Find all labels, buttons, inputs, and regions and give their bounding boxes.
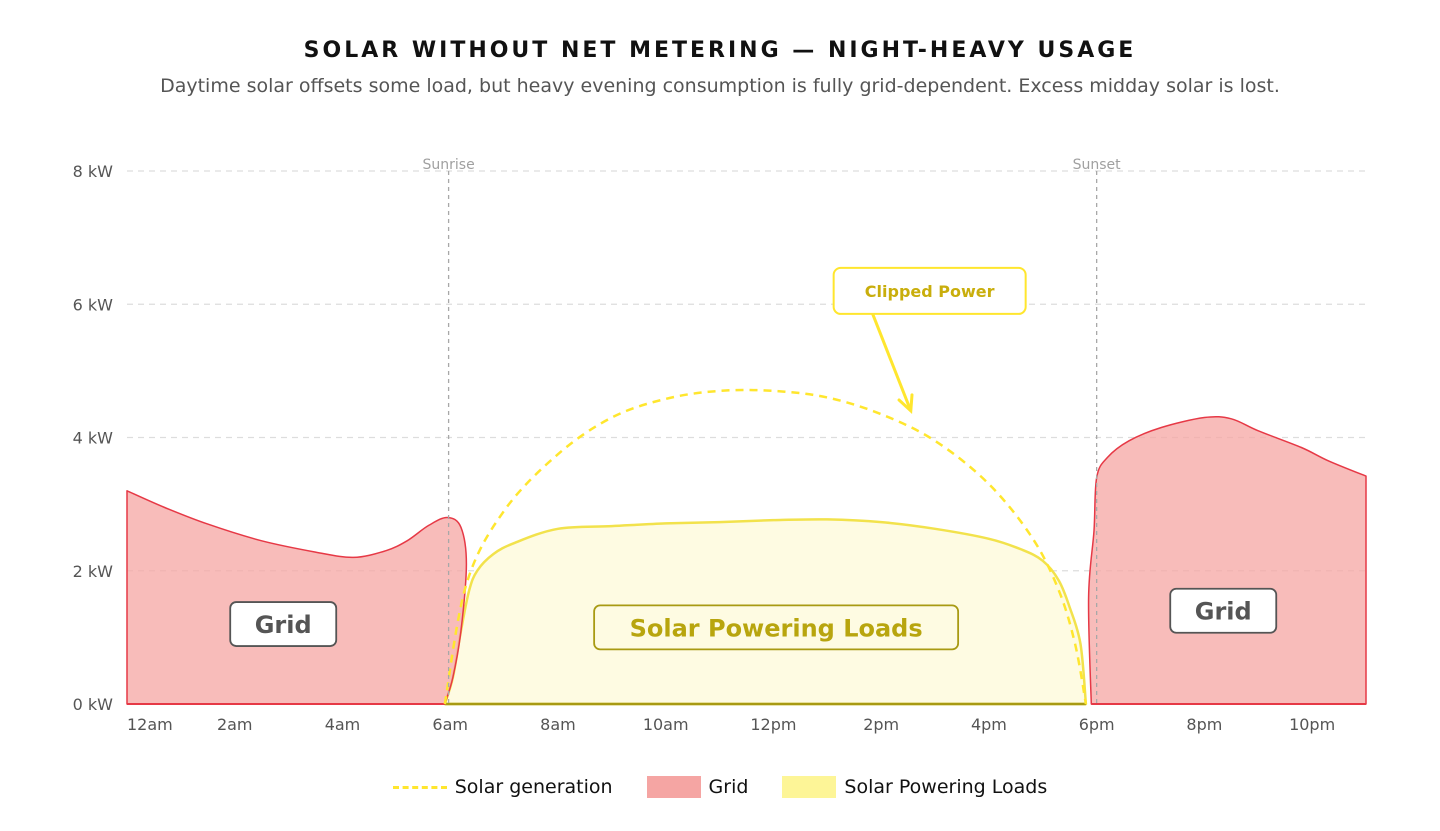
grid-label-left-box: [229, 601, 338, 647]
time-marker-label: Sunset: [1073, 157, 1122, 173]
solar-generation-line: [443, 388, 1088, 705]
legend: Solar generation Grid Solar Powering Loa…: [0, 776, 1440, 798]
x-tick-label: 6pm: [1079, 715, 1115, 734]
grid-area: [1087, 415, 1367, 705]
x-tick-label: 2pm: [863, 715, 899, 734]
clipped-power-label: Clipped Power: [865, 282, 995, 301]
y-tick-label: 0 kW: [73, 695, 114, 714]
clipped-power-box: [832, 266, 1027, 315]
x-tick-label: 4am: [325, 715, 361, 734]
solar-powering-loads-area: [443, 518, 1088, 706]
grid-label-right-box: [1169, 587, 1278, 634]
solar-generation-swatch: [392, 785, 447, 789]
x-tick-label: 8pm: [1186, 715, 1222, 734]
legend-item-grid: Grid: [646, 776, 749, 798]
legend-item-solar-powering-loads: Solar Powering Loads: [782, 776, 1047, 798]
grid-area: [126, 490, 468, 705]
x-tick-label: 12am: [127, 715, 173, 734]
grid-swatch: [646, 776, 701, 798]
x-tick-label: 10pm: [1289, 715, 1335, 734]
clipped-power-arrowhead: [897, 393, 914, 415]
chart-area: Sunrise Sunset Grid Solar Powering Loads Gr…: [73, 157, 1367, 734]
y-tick-label: 4 kW: [73, 429, 114, 448]
x-tick-label: 10am: [643, 715, 689, 734]
x-tick-label: 12pm: [750, 715, 796, 734]
grid-label-right: Grid: [1195, 598, 1252, 626]
solar-loads-label-box: [593, 604, 960, 651]
chart-title: SOLAR WITHOUT NET METERING — NIGHT-HEAVY…: [303, 38, 1137, 63]
time-marker-label: Sunrise: [423, 157, 475, 173]
clipped-power-arrow: [871, 313, 913, 412]
solar-loads-label: Solar Powering Loads: [630, 614, 923, 642]
legend-label: Grid: [708, 776, 749, 798]
grid-label-left: Grid: [255, 611, 312, 639]
legend-item-solar-generation: Solar generation: [392, 776, 613, 798]
y-tick-label: 2 kW: [73, 562, 114, 581]
solar-powering-loads-swatch: [782, 776, 837, 798]
x-tick-label: 4pm: [971, 715, 1007, 734]
chart-subtitle: Daytime solar offsets some load, but hea…: [160, 75, 1280, 97]
legend-label: Solar generation: [454, 776, 613, 798]
y-tick-label: 8 kW: [73, 162, 114, 181]
x-tick-label: 2am: [217, 715, 253, 734]
legend-label: Solar Powering Loads: [844, 776, 1048, 798]
y-tick-label: 6 kW: [73, 295, 114, 314]
x-tick-label: 6am: [432, 715, 468, 734]
x-tick-label: 8am: [540, 715, 576, 734]
